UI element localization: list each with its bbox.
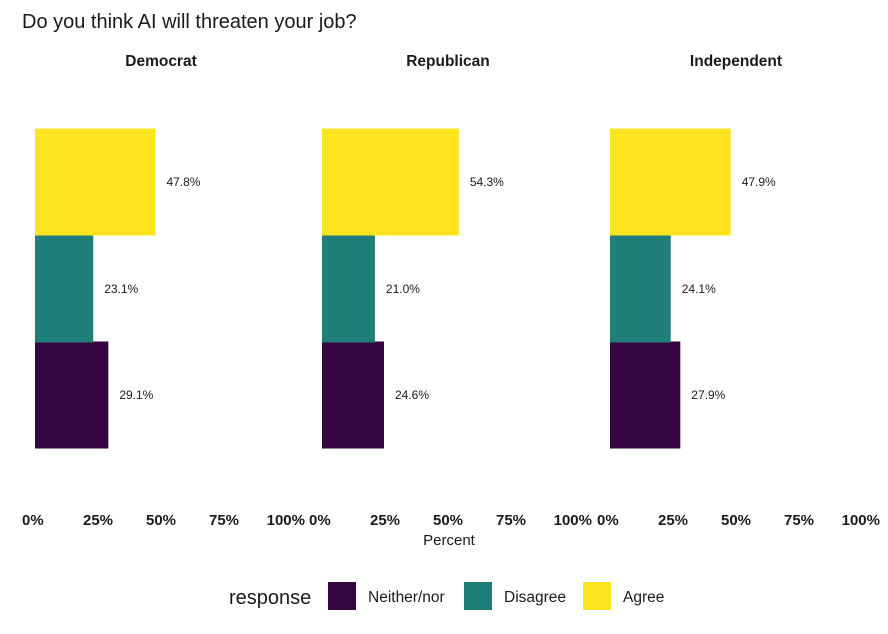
x-tick-label: 50% <box>721 512 751 529</box>
bar-disagree <box>610 235 671 343</box>
bar-disagree <box>35 235 94 343</box>
bar-agree <box>35 128 156 236</box>
bar-neither-nor <box>35 341 109 449</box>
bar-label-agree: 47.8% <box>166 175 200 189</box>
x-tick-label: 75% <box>209 512 239 529</box>
legend-label-neither-nor: Neither/nor <box>368 589 445 606</box>
x-tick-label: 25% <box>83 512 113 529</box>
bar-label-disagree: 24.1% <box>682 282 716 296</box>
legend-swatch-agree <box>583 582 611 610</box>
x-tick-label: 25% <box>370 512 400 529</box>
facet-democrat: Democrat 29.1% 23.1% 47.8% 0% 25% 50% 75% 100% <box>22 53 305 529</box>
bar-label-disagree: 23.1% <box>104 282 138 296</box>
bar-disagree <box>322 235 375 343</box>
x-tick-label: 100% <box>267 512 305 529</box>
facet-title: Independent <box>690 53 782 70</box>
bar-label-agree: 47.9% <box>742 175 776 189</box>
x-tick-label: 0% <box>309 512 331 529</box>
legend-label-disagree: Disagree <box>504 589 566 606</box>
facet-republican: Republican 24.6% 21.0% 54.3% 0% 25% 50% 75% 100% <box>309 53 592 529</box>
legend-swatch-disagree <box>464 582 492 610</box>
bar-agree <box>610 128 731 236</box>
bar-agree <box>322 128 459 236</box>
x-tick-label: 50% <box>433 512 463 529</box>
legend-title: response <box>229 587 311 609</box>
x-tick-label: 0% <box>597 512 619 529</box>
x-tick-label: 75% <box>496 512 526 529</box>
chart-title: Do you think AI will threaten your job? <box>22 11 357 33</box>
legend-label-agree: Agree <box>623 589 664 606</box>
facet-title: Democrat <box>125 53 197 70</box>
bar-label-disagree: 21.0% <box>386 282 420 296</box>
bar-neither-nor <box>322 341 384 449</box>
x-tick-label: 75% <box>784 512 814 529</box>
bar-neither-nor <box>610 341 681 449</box>
facet-independent: Independent 27.9% 24.1% 47.9% 0% 25% 50% 75% 100… <box>597 53 880 529</box>
facet-title: Republican <box>406 53 490 70</box>
bar-label-neither-nor: 29.1% <box>119 388 153 402</box>
x-tick-label: 0% <box>22 512 44 529</box>
x-tick-label: 50% <box>146 512 176 529</box>
x-tick-label: 100% <box>842 512 880 529</box>
bar-label-agree: 54.3% <box>470 175 504 189</box>
legend: response Neither/nor Disagree Agree <box>229 582 664 610</box>
bar-label-neither-nor: 27.9% <box>691 388 725 402</box>
legend-swatch-neither-nor <box>328 582 356 610</box>
bar-label-neither-nor: 24.6% <box>395 388 429 402</box>
x-tick-label: 25% <box>658 512 688 529</box>
x-tick-label: 100% <box>554 512 592 529</box>
x-axis-title: Percent <box>423 532 476 549</box>
